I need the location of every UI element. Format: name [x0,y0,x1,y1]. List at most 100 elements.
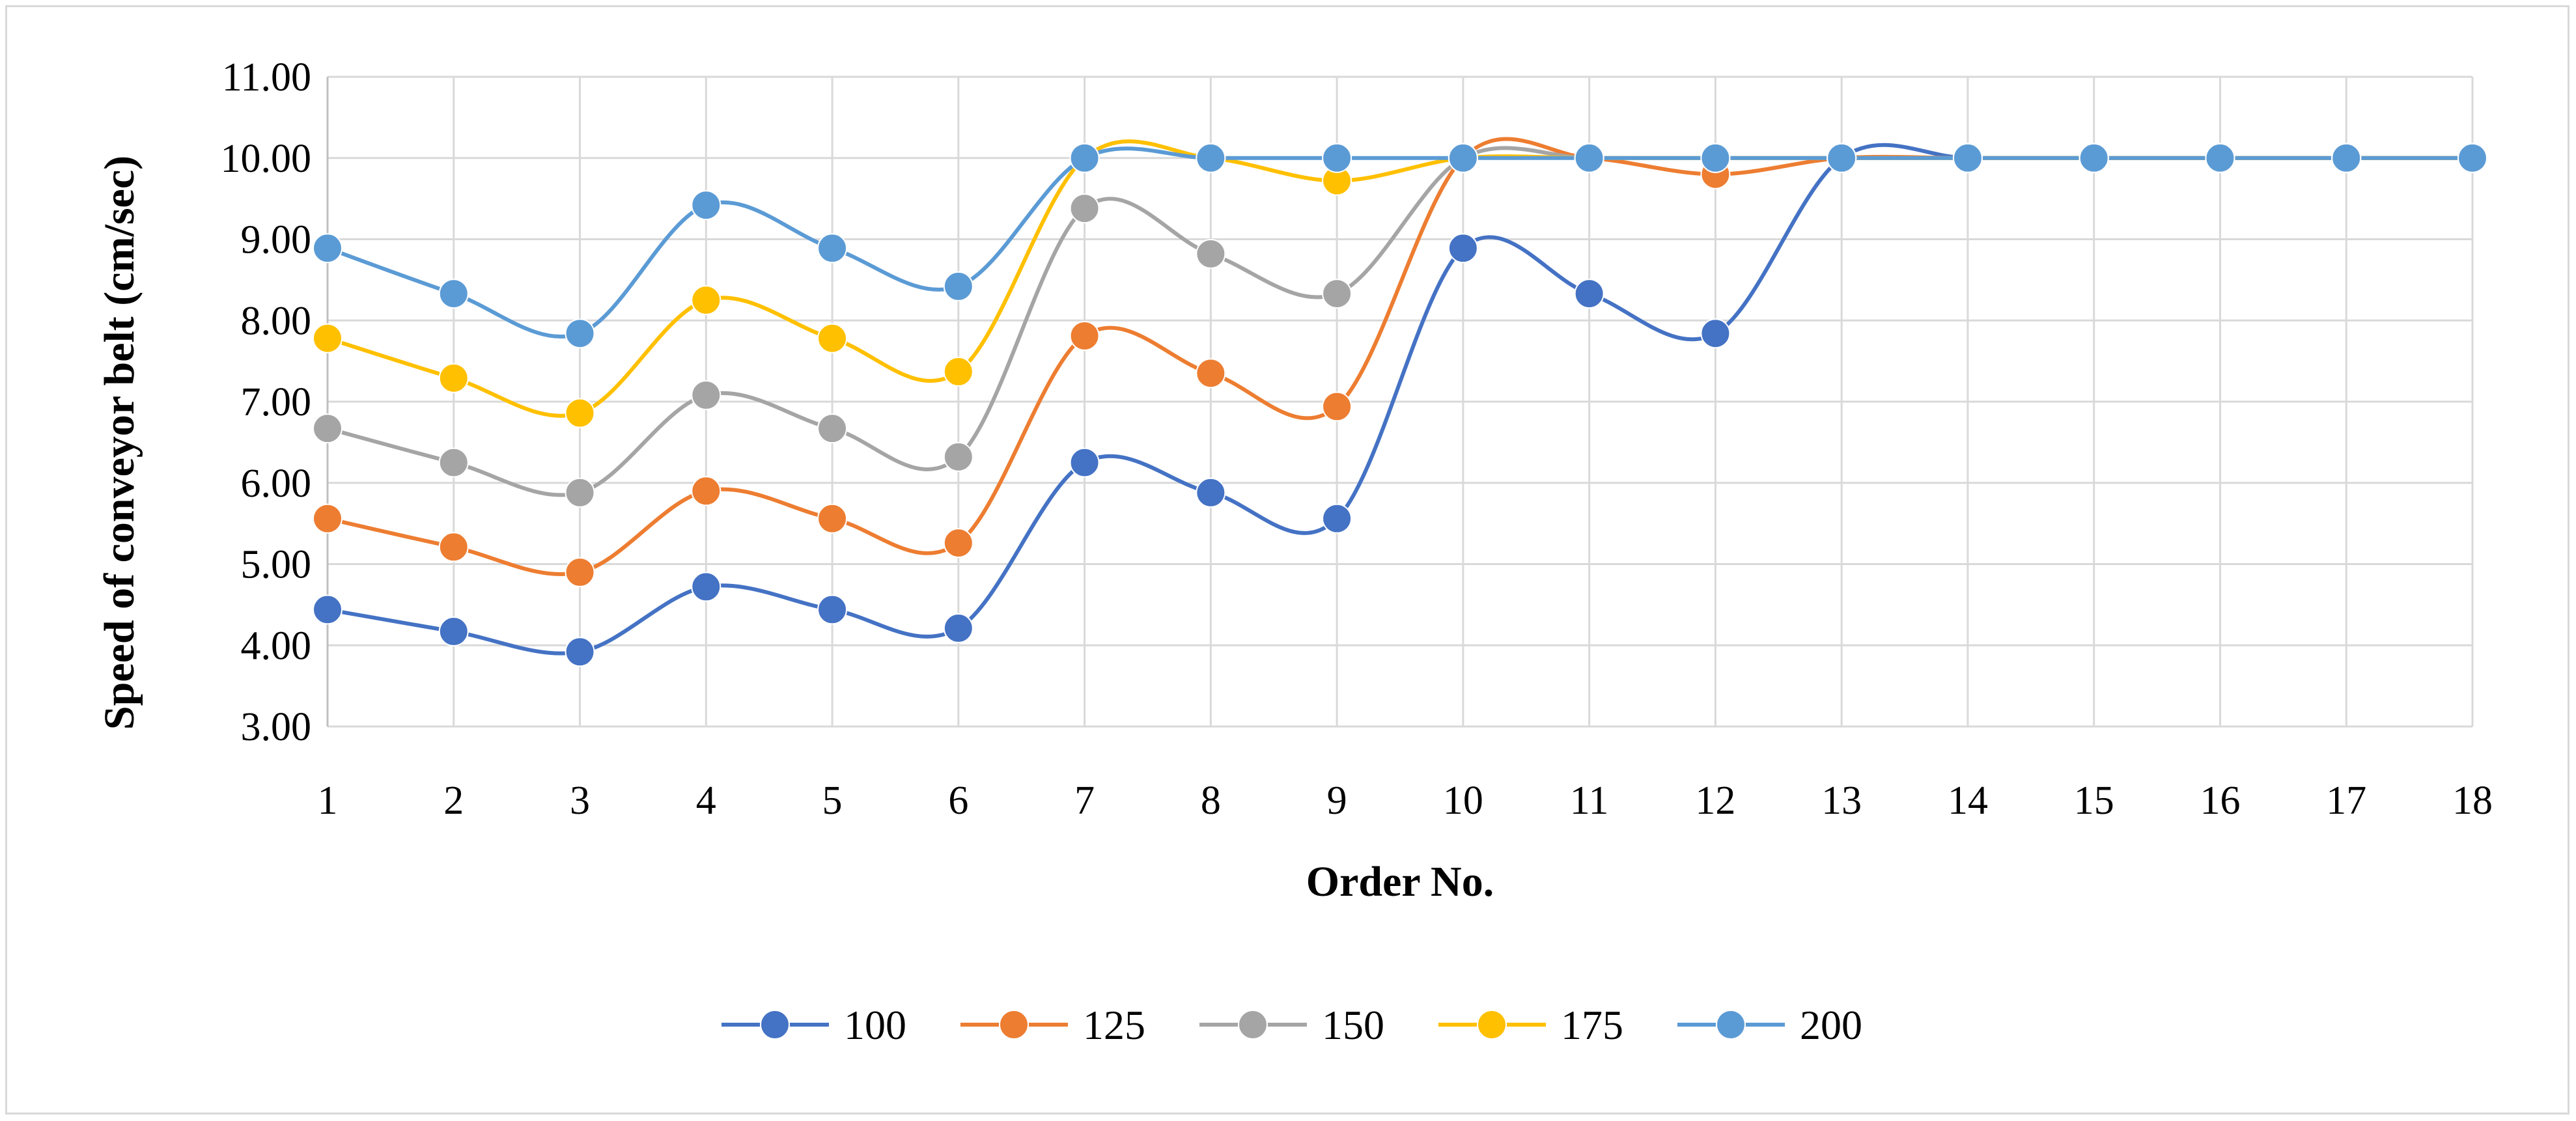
data-point-150 [1069,193,1100,224]
series-markers [313,143,2487,667]
data-point-200 [1322,143,1352,173]
data-point-150 [438,447,469,478]
x-tick-label: 11 [1570,779,1609,823]
data-point-100 [817,594,848,625]
y-tick-label: 4.00 [241,624,312,668]
legend-marker [760,1010,790,1040]
data-point-150 [1322,279,1352,309]
data-point-100 [943,613,973,644]
legend-marker [1238,1010,1268,1040]
data-point-100 [565,637,595,667]
data-point-200 [1069,143,1100,173]
data-point-200 [1574,143,1604,173]
data-point-100 [1700,318,1731,349]
series-line-175 [327,139,2472,418]
data-point-200 [565,318,595,349]
data-point-125 [1322,391,1352,422]
data-point-200 [943,271,973,301]
data-point-200 [2331,143,2362,173]
y-tick-label: 5.00 [241,543,312,587]
data-point-200 [2205,143,2235,173]
data-point-100 [1322,503,1352,534]
legend-item-150: 150 [1199,1002,1384,1048]
y-tick-label: 6.00 [241,462,312,506]
legend-item-125: 125 [960,1002,1145,1048]
data-point-125 [943,528,973,559]
data-point-150 [817,413,848,444]
legend-item-175: 175 [1438,1002,1623,1048]
data-point-150 [691,380,721,411]
data-point-100 [1574,279,1604,309]
gridlines [328,76,2474,728]
x-tick-label: 18 [2452,779,2493,823]
data-point-175 [691,285,721,316]
x-tick-label: 6 [948,779,968,823]
legend-label: 175 [1561,1002,1623,1048]
x-tick-label: 3 [570,779,590,823]
data-point-150 [943,441,973,472]
legend-item-100: 100 [721,1002,906,1048]
data-point-100 [438,616,469,647]
x-tick-label: 8 [1201,779,1221,823]
x-tick-label: 12 [1695,779,1735,823]
series-line-150 [327,146,2472,497]
x-tick-label: 1 [318,779,338,823]
data-point-125 [691,476,721,506]
data-point-100 [1448,233,1478,264]
legend-item-200: 200 [1677,1002,1862,1048]
y-tick-label: 3.00 [241,705,312,749]
data-point-200 [2457,143,2487,173]
data-point-200 [438,279,469,309]
x-tick-label: 10 [1443,779,1483,823]
data-point-200 [1700,143,1731,173]
x-tick-label: 9 [1327,779,1347,823]
legend-marker [1716,1010,1746,1040]
series-line-200 [326,146,2472,339]
y-tick-label: 8.00 [241,299,312,343]
y-tick-label: 11.00 [222,55,311,100]
x-axis-title: Order No. [1306,858,1494,906]
legend: 100 125 150 175 200 [721,1002,1862,1048]
x-tick-label: 15 [2074,779,2114,823]
x-tick-label: 5 [822,779,843,823]
legend-label: 150 [1322,1002,1384,1048]
x-tick-label: 2 [443,779,464,823]
data-point-100 [1069,447,1100,478]
y-axis-title: Speed of conveyor belt (cm/sec) [96,156,143,730]
legend-label: 200 [1800,1002,1862,1048]
data-point-200 [1196,143,1226,173]
legend-label: 125 [1083,1002,1145,1048]
data-point-200 [1952,143,1983,173]
data-point-200 [2079,143,2109,173]
y-tick-label: 10.00 [221,137,312,181]
data-point-175 [565,398,595,428]
data-point-200 [313,233,343,264]
data-point-175 [817,323,848,353]
data-point-150 [313,413,343,444]
x-tick-label: 7 [1074,779,1095,823]
x-tick-label: 16 [2200,779,2240,823]
data-point-100 [1196,477,1226,508]
data-point-100 [313,594,343,625]
data-point-150 [1196,238,1226,269]
data-point-150 [565,477,595,508]
y-tick-label: 9.00 [241,218,312,262]
data-point-200 [1827,143,1857,173]
series-line-100 [327,143,2472,656]
legend-marker [1477,1010,1507,1040]
legend-label: 100 [844,1002,906,1048]
chart-frame [5,5,2569,1114]
data-point-100 [691,572,721,602]
series-line-125 [327,137,2472,577]
legend-marker [999,1010,1029,1040]
data-point-125 [313,503,343,534]
x-tick-label: 4 [696,779,716,823]
x-tick-label: 13 [1821,779,1862,823]
data-point-200 [1448,143,1478,173]
x-tick-label: 14 [1948,779,1988,823]
series-lines [326,137,2472,656]
data-point-175 [313,323,343,353]
y-tick-label: 7.00 [241,380,312,424]
